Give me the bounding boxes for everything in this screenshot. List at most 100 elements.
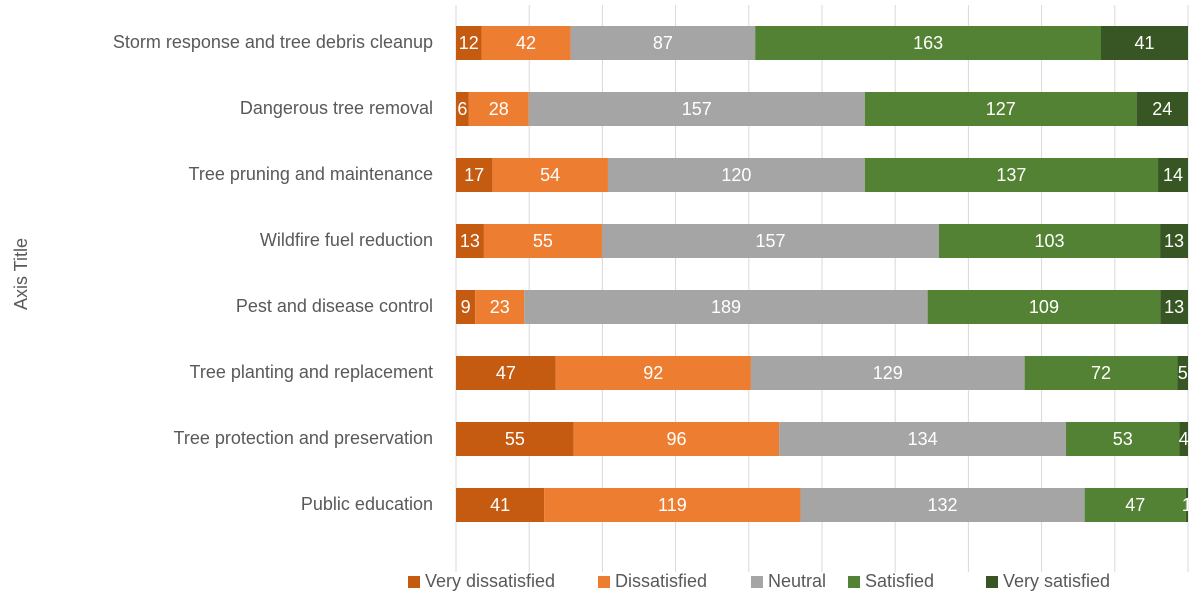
data-label: 132 xyxy=(928,495,958,515)
y-tick-label: Wildfire fuel reduction xyxy=(260,230,433,250)
legend-label: Dissatisfied xyxy=(615,571,707,591)
data-label: 6 xyxy=(457,99,467,119)
data-label: 47 xyxy=(496,363,516,383)
data-label: 41 xyxy=(490,495,510,515)
y-tick-label: Pest and disease control xyxy=(236,296,433,316)
bar-segment xyxy=(800,488,1085,522)
data-label: 55 xyxy=(505,429,525,449)
data-label: 9 xyxy=(461,297,471,317)
bar-segment xyxy=(1177,356,1188,390)
bar-segment xyxy=(1066,422,1180,456)
data-label: 189 xyxy=(711,297,741,317)
bar-segment xyxy=(1084,488,1186,522)
bar-segment xyxy=(570,26,756,60)
legend-label: Neutral xyxy=(768,571,826,591)
y-tick-label: Tree pruning and maintenance xyxy=(189,164,434,184)
bar-segment xyxy=(573,422,780,456)
legend-label: Satisfied xyxy=(865,571,934,591)
bar-segment xyxy=(1160,290,1188,324)
data-label: 42 xyxy=(516,33,536,53)
legend-label: Very dissatisfied xyxy=(425,571,555,591)
bar-segment xyxy=(601,224,939,258)
data-label: 23 xyxy=(490,297,510,317)
legend-swatch xyxy=(848,576,860,588)
bar-segment xyxy=(481,26,571,60)
data-label: 96 xyxy=(666,429,686,449)
data-label: 14 xyxy=(1163,165,1183,185)
data-label: 13 xyxy=(460,231,480,251)
data-label: 47 xyxy=(1125,495,1145,515)
data-label: 17 xyxy=(464,165,484,185)
bar-segment xyxy=(1160,224,1188,258)
data-label: 1 xyxy=(1182,495,1192,515)
data-label: 163 xyxy=(913,33,943,53)
bar-segment xyxy=(544,488,801,522)
bar-segment xyxy=(607,158,865,192)
bar-segment xyxy=(1179,422,1188,456)
bar-segment xyxy=(524,290,928,324)
bar-segment xyxy=(456,158,493,192)
data-label: 119 xyxy=(658,495,687,515)
bar-segment xyxy=(456,92,469,126)
data-label: 87 xyxy=(653,33,673,53)
bar-segment xyxy=(528,92,865,126)
bar-segment xyxy=(1024,356,1178,390)
data-label: 41 xyxy=(1134,33,1154,53)
y-axis-title: Axis Title xyxy=(11,238,31,310)
bar-segment xyxy=(456,356,556,390)
bar-segment xyxy=(483,224,602,258)
data-label: 13 xyxy=(1164,297,1184,317)
data-label: 5 xyxy=(1178,363,1188,383)
legend-swatch xyxy=(598,576,610,588)
data-label: 24 xyxy=(1152,99,1172,119)
legend-label: Very satisfied xyxy=(1003,571,1110,591)
bar-segment xyxy=(755,26,1102,60)
bar-segment xyxy=(864,158,1159,192)
y-tick-label: Storm response and tree debris cleanup xyxy=(113,32,433,52)
bar-segment xyxy=(456,26,482,60)
data-label: 129 xyxy=(873,363,903,383)
data-label: 109 xyxy=(1029,297,1059,317)
bar-segment xyxy=(492,158,608,192)
legend-swatch xyxy=(751,576,763,588)
bar-segment xyxy=(1136,92,1188,126)
data-label: 28 xyxy=(489,99,509,119)
y-tick-label: Tree protection and preservation xyxy=(174,428,433,448)
data-label: 55 xyxy=(533,231,553,251)
bar-segment xyxy=(456,488,545,522)
y-tick-label: Public education xyxy=(301,494,433,514)
data-label: 13 xyxy=(1164,231,1184,251)
data-label: 72 xyxy=(1091,363,1111,383)
bar-segment xyxy=(1101,26,1188,60)
data-label: 54 xyxy=(540,165,560,185)
bar-segment xyxy=(750,356,1025,390)
bar-segment xyxy=(468,92,529,126)
bar-segment xyxy=(938,224,1161,258)
data-label: 92 xyxy=(643,363,663,383)
data-label: 53 xyxy=(1113,429,1133,449)
legend-swatch xyxy=(986,576,998,588)
data-label: 157 xyxy=(682,99,712,119)
data-label: 127 xyxy=(986,99,1016,119)
bar-segment xyxy=(456,224,484,258)
data-label: 134 xyxy=(908,429,938,449)
bar-segment xyxy=(555,356,751,390)
bar-segment xyxy=(864,92,1137,126)
bar-segment xyxy=(927,290,1161,324)
bar-segment xyxy=(1185,488,1188,522)
y-tick-label: Dangerous tree removal xyxy=(240,98,433,118)
legend-swatch xyxy=(408,576,420,588)
data-label: 103 xyxy=(1035,231,1065,251)
y-tick-label: Tree planting and replacement xyxy=(190,362,433,382)
data-label: 120 xyxy=(721,165,751,185)
data-label: 12 xyxy=(459,33,479,53)
bar-segment xyxy=(1158,158,1188,192)
bar-segment xyxy=(456,422,574,456)
data-label: 137 xyxy=(996,165,1026,185)
bar-segment xyxy=(456,290,476,324)
data-label: 157 xyxy=(755,231,785,251)
data-label: 4 xyxy=(1179,429,1189,449)
bar-segment xyxy=(779,422,1066,456)
bar-segment xyxy=(475,290,525,324)
